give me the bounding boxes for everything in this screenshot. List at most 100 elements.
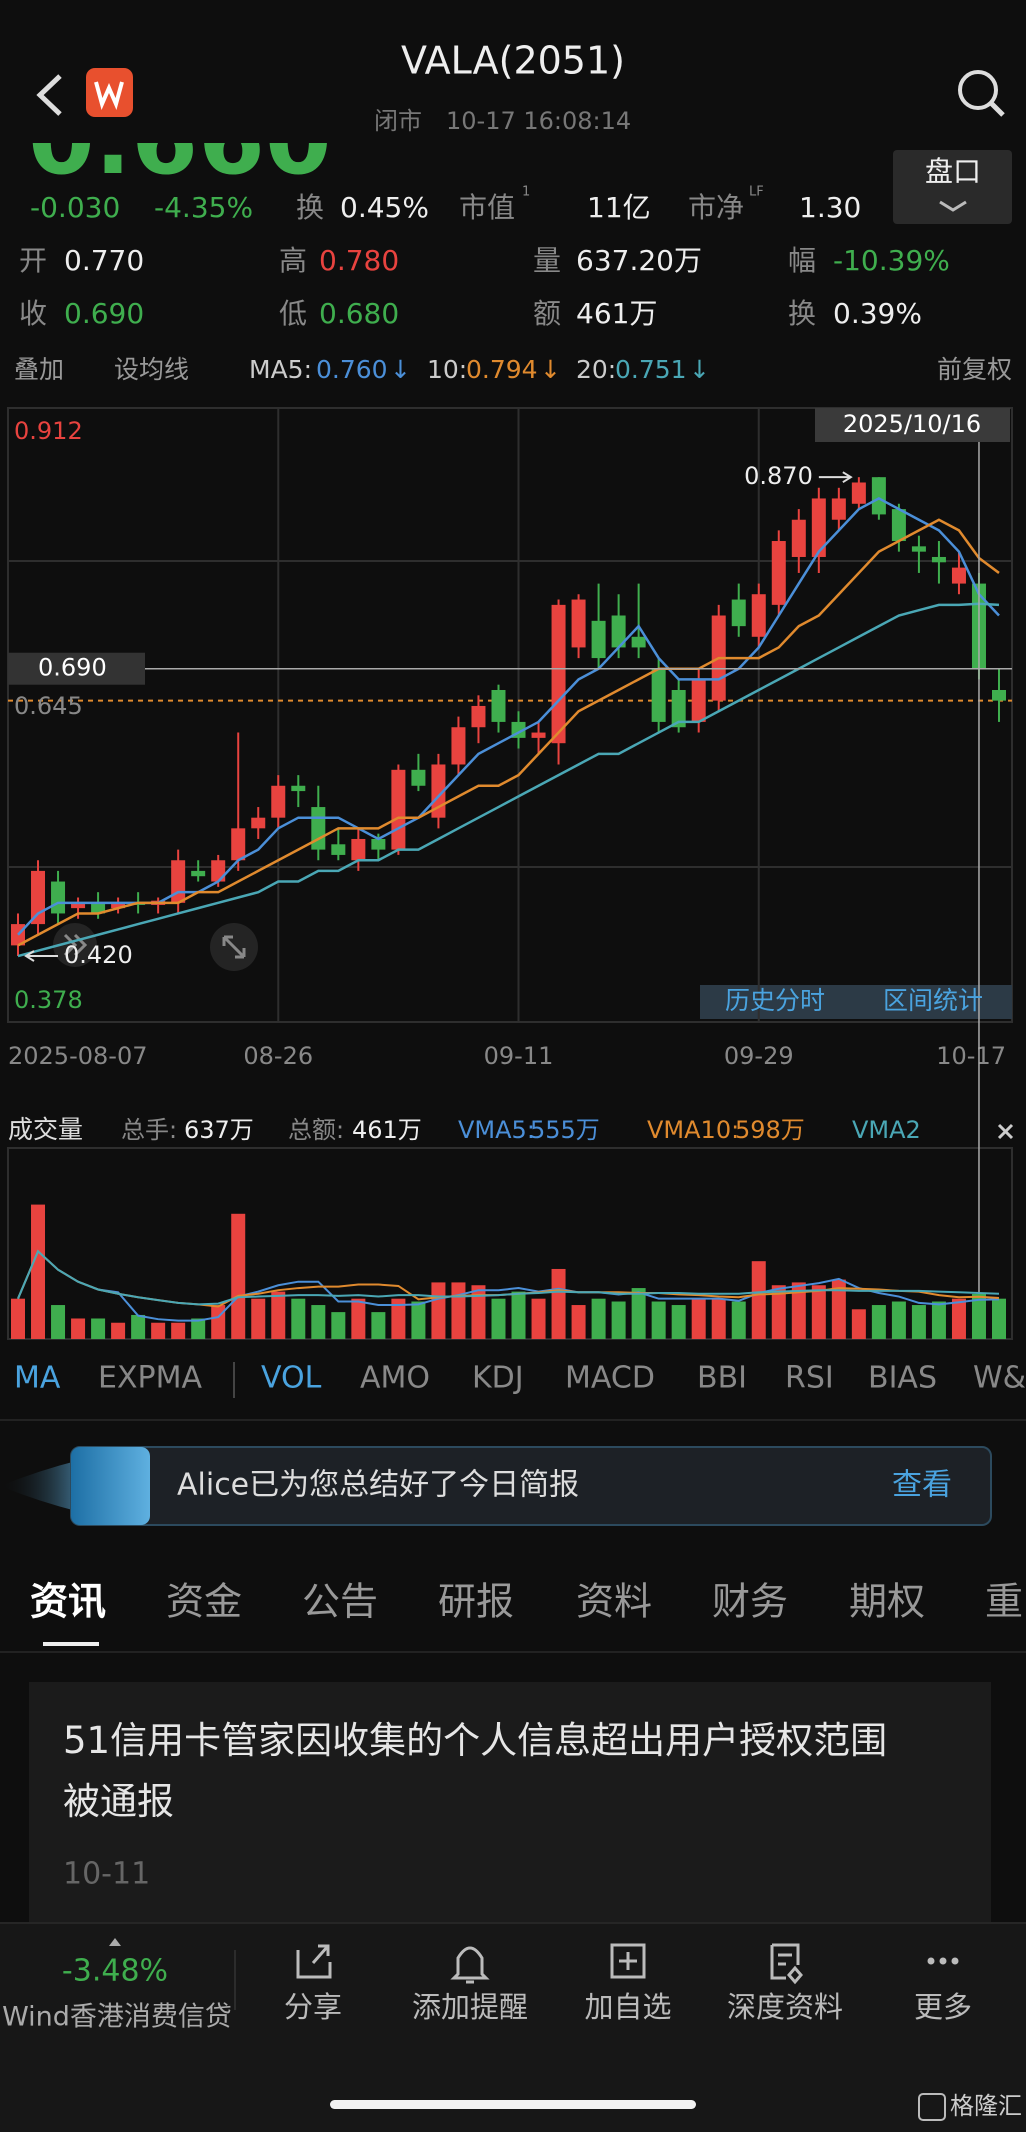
section-tab[interactable]: 期权 — [849, 1580, 925, 1624]
volume-bar — [351, 1298, 366, 1339]
crosshair-price: 0.690 — [38, 654, 107, 682]
chart-button[interactable]: 区间统计 — [883, 986, 983, 1015]
section-tab[interactable]: 公告 — [302, 1580, 378, 1624]
volume-bar — [251, 1298, 266, 1339]
indicator-tab[interactable]: KDJ — [472, 1361, 524, 1396]
candle-body — [311, 807, 326, 850]
volume-bar — [611, 1301, 626, 1339]
volume-bar — [951, 1298, 966, 1339]
volume-bar — [471, 1285, 486, 1339]
indicator-tab[interactable]: RSI — [785, 1361, 834, 1396]
chart-button[interactable]: 历史分时 — [725, 986, 825, 1015]
volume-bar — [631, 1288, 646, 1339]
panel-button-label[interactable]: 盘口 — [925, 155, 981, 188]
candle-body — [71, 902, 86, 909]
section-tab[interactable]: 财务 — [712, 1580, 788, 1624]
indicator-tab[interactable]: VOL — [261, 1361, 322, 1396]
more-icon[interactable] — [927, 1957, 935, 1965]
banner-action[interactable]: 查看 — [892, 1468, 952, 1503]
bottom-action[interactable]: 深度资料 — [727, 1990, 843, 2024]
news-title[interactable]: 51信用卡管家因收集的个人信息超出用户授权范围被通报 — [63, 1719, 888, 1823]
vma-line — [17, 1249, 1000, 1306]
ma-line — [17, 518, 1000, 947]
volume-bar — [451, 1282, 466, 1339]
bottom-action[interactable]: 更多 — [914, 1990, 972, 2024]
news-card[interactable] — [29, 1682, 991, 1923]
volume-bar — [51, 1305, 66, 1339]
candle-body — [791, 519, 806, 557]
stat-value: 461万 — [576, 297, 657, 330]
volume-bar — [571, 1305, 586, 1339]
indicator-tab[interactable]: AMO — [360, 1361, 430, 1396]
search-icon[interactable] — [958, 70, 998, 110]
bottom-action[interactable]: 加自选 — [584, 1990, 671, 2024]
candle-body — [611, 615, 626, 648]
add-watchlist-icon[interactable] — [610, 1943, 646, 1979]
index-name[interactable]: Wind香港消费信贷 — [2, 2002, 232, 2033]
section-tab[interactable]: 资金 — [166, 1580, 242, 1624]
share-icon[interactable] — [296, 1944, 332, 1979]
crosshair-date-box — [815, 408, 1010, 442]
stat-value: 637.20万 — [576, 244, 702, 277]
candle-body — [551, 604, 566, 744]
indicator-tab[interactable]: MA — [14, 1361, 61, 1396]
close-icon[interactable] — [997, 1123, 1014, 1140]
volume-bar — [811, 1285, 826, 1339]
banner-glow — [0, 1460, 80, 1512]
banner-text[interactable]: Alice已为您总结好了今日简报 — [177, 1468, 579, 1503]
stock-title: VALA(2051) — [401, 39, 625, 83]
more-icon[interactable] — [939, 1957, 947, 1965]
back-button[interactable] — [36, 74, 62, 116]
research-icon[interactable] — [770, 1943, 803, 1985]
price-change-pct: -4.35% — [154, 191, 253, 224]
vma-legend-value: 555万 — [530, 1116, 600, 1144]
section-tab[interactable]: 资料 — [576, 1580, 652, 1624]
stat-value: 0.680 — [319, 297, 399, 330]
volume-bar — [992, 1298, 1006, 1339]
tab-underline — [43, 1642, 99, 1646]
volume-title: 成交量 — [8, 1115, 83, 1144]
indicator-tab[interactable]: BBI — [697, 1361, 747, 1396]
index-change[interactable]: -3.48% — [62, 1954, 168, 1989]
panel-button[interactable] — [893, 150, 1012, 224]
volume-chart-frame — [7, 1147, 1013, 1340]
stat-label: 收 — [19, 297, 47, 330]
stat-value: 0.690 — [64, 297, 144, 330]
news-date: 10-11 — [63, 1857, 150, 1892]
candle-body — [571, 599, 586, 648]
volume-bar — [211, 1305, 226, 1339]
indicator-tab[interactable]: EXPMA — [98, 1361, 202, 1396]
candle-body — [851, 482, 866, 504]
vma-legend-name: VMA10: — [647, 1116, 739, 1144]
bottom-action[interactable]: 添加提醒 — [412, 1990, 528, 2024]
stat-label: 换 — [788, 297, 816, 330]
x-tick-label: 2025-08-07 — [8, 1042, 147, 1070]
crosshair-price-box — [8, 652, 145, 685]
adjust-button[interactable]: 前复权 — [937, 355, 1012, 384]
bell-icon[interactable] — [450, 1946, 490, 1984]
market-status: 闭市 — [374, 107, 422, 135]
section-tab[interactable]: 研报 — [438, 1580, 514, 1624]
section-tab[interactable]: 资讯 — [30, 1580, 106, 1624]
indicator-tab[interactable]: W& — [973, 1361, 1026, 1396]
stat-value: -10.39% — [833, 244, 950, 277]
volume-bar — [111, 1322, 126, 1339]
candle-body — [171, 860, 186, 903]
more-icon[interactable] — [951, 1957, 959, 1965]
volume-bar — [711, 1298, 726, 1339]
overlay-button[interactable]: 叠加 — [14, 355, 64, 384]
volume-bar — [131, 1314, 146, 1339]
turnover-label: 换 — [296, 191, 324, 224]
x-tick-label: 08-26 — [243, 1042, 313, 1070]
indicator-tab[interactable]: MACD — [565, 1361, 655, 1396]
candle-body — [931, 556, 946, 563]
indicator-tab[interactable]: BIAS — [868, 1361, 937, 1396]
candle-body — [751, 594, 766, 637]
volume-bar — [151, 1322, 166, 1339]
app-logo-mark — [94, 81, 124, 110]
low-label: 0.420 — [64, 941, 133, 969]
bottom-action[interactable]: 分享 — [284, 1990, 342, 2024]
section-tab[interactable]: 重 — [985, 1580, 1023, 1624]
market-time: 10-17 16:08:14 — [446, 107, 631, 135]
set-ma-button[interactable]: 设均线 — [114, 355, 189, 384]
